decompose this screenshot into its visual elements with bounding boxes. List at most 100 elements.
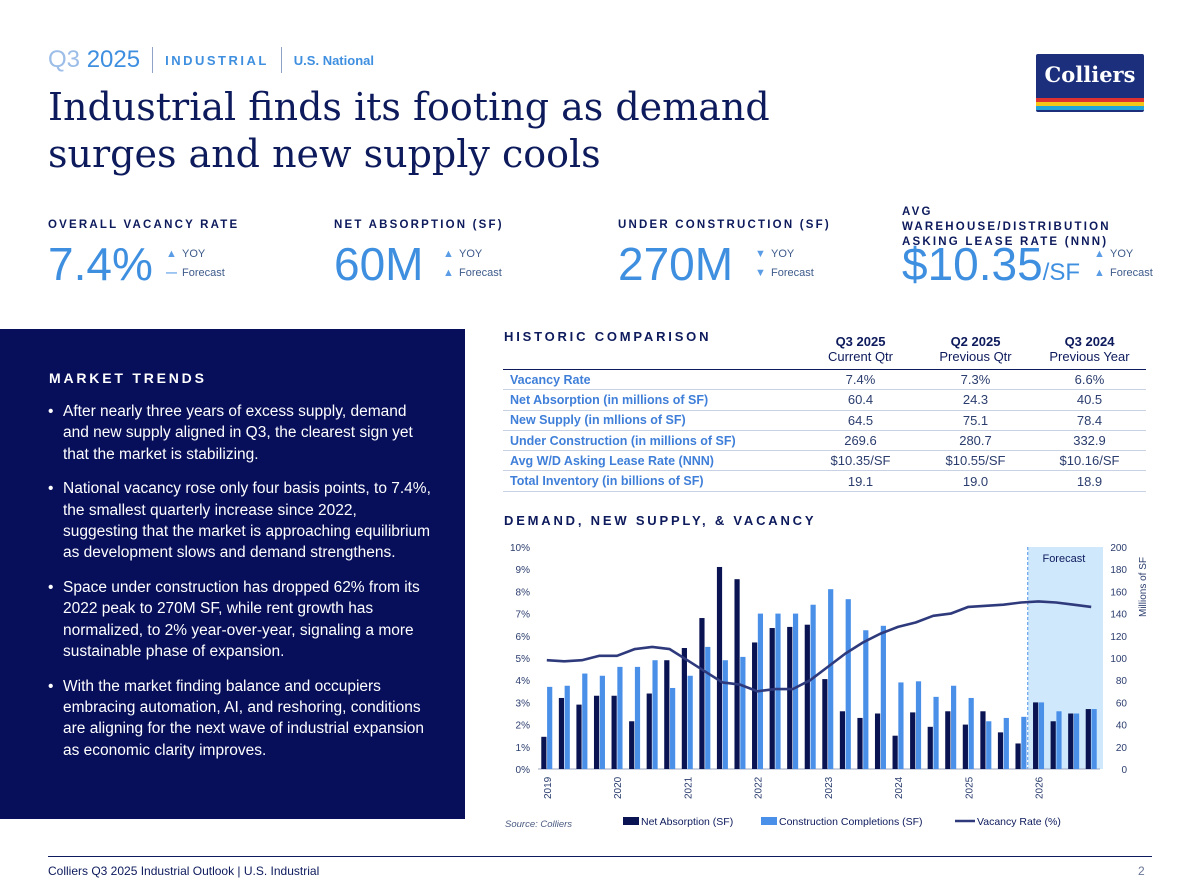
list-item: • National vacancy rose only four basis p…	[48, 478, 433, 563]
logo-stripe	[1036, 106, 1144, 110]
table-cell: 18.9	[1033, 470, 1146, 492]
x-tick-label: 2020	[613, 776, 624, 799]
table-cell: $10.16/SF	[1033, 450, 1146, 472]
table-cell: 75.1	[918, 410, 1033, 431]
table-row: New Supply (in mllions of SF) 64.5 75.1 78.…	[503, 410, 1146, 431]
historic-comparison-table: Q3 2025 Current Qtr Q2 2025 Previous Qtr Q…	[503, 334, 1146, 492]
legend-label: Net Absorption (SF)	[641, 816, 733, 828]
chart-source: Source: Colliers	[505, 819, 573, 830]
bar-net-absorption	[962, 724, 968, 769]
column-header-desc: Current Qtr	[827, 349, 893, 364]
logo-stripe	[1036, 102, 1144, 106]
bullet-icon: •	[48, 480, 54, 498]
y2-tick-label: 40	[1116, 721, 1128, 732]
bar-net-absorption	[1050, 721, 1056, 769]
table-cell: 19.1	[803, 470, 918, 492]
report-header: Q3 2025 INDUSTRIAL U.S. National	[48, 46, 374, 74]
header-divider	[152, 47, 154, 73]
bar-construction-completions	[740, 656, 746, 769]
bar-construction-completions	[845, 599, 851, 769]
y-tick-label: 2%	[516, 721, 531, 732]
yoy-label: YOY	[771, 248, 795, 260]
y-tick-label: 3%	[516, 698, 531, 709]
x-tick-label: 2019	[543, 776, 554, 799]
bar-net-absorption	[699, 618, 705, 769]
bar-construction-completions	[652, 660, 658, 769]
bar-construction-completions	[1056, 711, 1062, 769]
table-cell: 6.6%	[1033, 368, 1146, 391]
bar-construction-completions	[880, 625, 886, 769]
y2-tick-label: 0	[1121, 765, 1127, 776]
column-header: Q3 2025 Current Qtr	[803, 334, 918, 364]
bar-construction-completions	[898, 682, 904, 769]
forecast-label: Forecast	[459, 267, 502, 279]
table-cell: 60.4	[803, 389, 918, 411]
bar-net-absorption	[734, 579, 740, 769]
bar-net-absorption	[839, 711, 846, 769]
legend-label: Vacancy Rate (%)	[977, 816, 1061, 828]
bar-net-absorption	[681, 648, 687, 769]
table-cell: 40.5	[1033, 389, 1146, 411]
table-cell: 332.9	[1033, 430, 1146, 452]
down-arrow-icon: ▼	[755, 248, 766, 260]
demand-supply-vacancy-chart: Forecast 0% 1% 2% 3% 4% 5% 6% 7% 8% 9% 10% 0 20 40 60 80…	[510, 543, 1149, 828]
legend-label: Construction Completions (SF)	[779, 816, 923, 828]
kpi-value-vacancy: 7.4%	[48, 239, 153, 289]
bullet-icon: •	[48, 579, 54, 597]
kpi-indicators-lease-rate: ▲ YOY ▲ Forecast	[1094, 245, 1153, 283]
bullet-text: Space under construction has dropped 62%…	[63, 579, 420, 660]
x-tick-label: 2025	[964, 776, 975, 799]
colliers-logo[interactable]: Colliers	[1036, 54, 1144, 112]
year-label: 2025	[86, 46, 141, 73]
y2-tick-label: 20	[1116, 743, 1128, 754]
kpi-number: 270M	[618, 238, 734, 290]
bar-construction-completions	[1073, 713, 1080, 769]
y-tick-label: 4%	[516, 676, 531, 687]
table-header-row: Q3 2025 Current Qtr Q2 2025 Previous Qtr Q…	[503, 334, 1146, 364]
table-cell: 19.0	[918, 470, 1033, 492]
kpi-number: 60M	[334, 238, 424, 290]
vacancy-rate-line	[546, 600, 1092, 693]
y-tick-label: 10%	[510, 543, 530, 554]
bar-construction-completions	[1038, 702, 1045, 769]
column-header-period: Q3 2025	[835, 334, 886, 349]
up-arrow-icon: ▲	[443, 248, 454, 260]
bullet-icon: •	[48, 677, 54, 695]
bar-net-absorption	[576, 704, 582, 769]
list-item: • After nearly three years of excess supp…	[48, 401, 433, 465]
report-category: INDUSTRIAL	[165, 52, 269, 68]
kpi-indicators-vacancy: ▲ YOY — Forecast	[166, 245, 225, 283]
table-row: Under Construction (in millions of SF) 26…	[503, 430, 1146, 452]
x-tick-label: 2022	[754, 776, 765, 799]
table-cell: 269.6	[803, 430, 918, 452]
bar-construction-completions	[968, 697, 974, 769]
bullet-text: National vacancy rose only four basis po…	[63, 480, 431, 562]
row-label: Vacancy Rate	[503, 368, 803, 391]
bar-net-absorption	[910, 712, 916, 769]
yoy-label: YOY	[182, 248, 206, 260]
row-label: New Supply (in mllions of SF)	[503, 410, 803, 431]
bar-net-absorption	[1033, 702, 1039, 769]
y-tick-label: 8%	[516, 587, 531, 598]
quarter-label: Q3	[48, 46, 81, 73]
table-cell: $10.55/SF	[918, 450, 1033, 472]
chart-title: DEMAND, NEW SUPPLY, & VACANCY	[504, 513, 817, 528]
kpi-value-lease-rate: $10.35/SF	[902, 239, 1080, 298]
logo-stripe	[1036, 98, 1144, 102]
y2-tick-label: 160	[1110, 587, 1127, 598]
y2-tick-label: 200	[1110, 543, 1127, 554]
x-tick-label: 2023	[824, 776, 835, 799]
y2-tick-label: 180	[1110, 565, 1127, 576]
bar-construction-completions	[687, 675, 693, 769]
y2-tick-label: 80	[1116, 676, 1128, 687]
logo-wordmark: Colliers	[1044, 62, 1136, 87]
bar-net-absorption	[611, 695, 617, 769]
kpi-title-absorption: NET ABSORPTION (SF)	[334, 219, 504, 231]
bar-net-absorption	[593, 695, 600, 769]
table-cell: 24.3	[918, 389, 1033, 411]
bar-construction-completions	[828, 589, 834, 769]
forecast-label: Forecast	[1042, 553, 1085, 565]
market-trends-list: • After nearly three years of excess supp…	[48, 401, 433, 774]
bar-construction-completions	[1021, 716, 1027, 769]
bar-construction-completions	[863, 630, 869, 769]
